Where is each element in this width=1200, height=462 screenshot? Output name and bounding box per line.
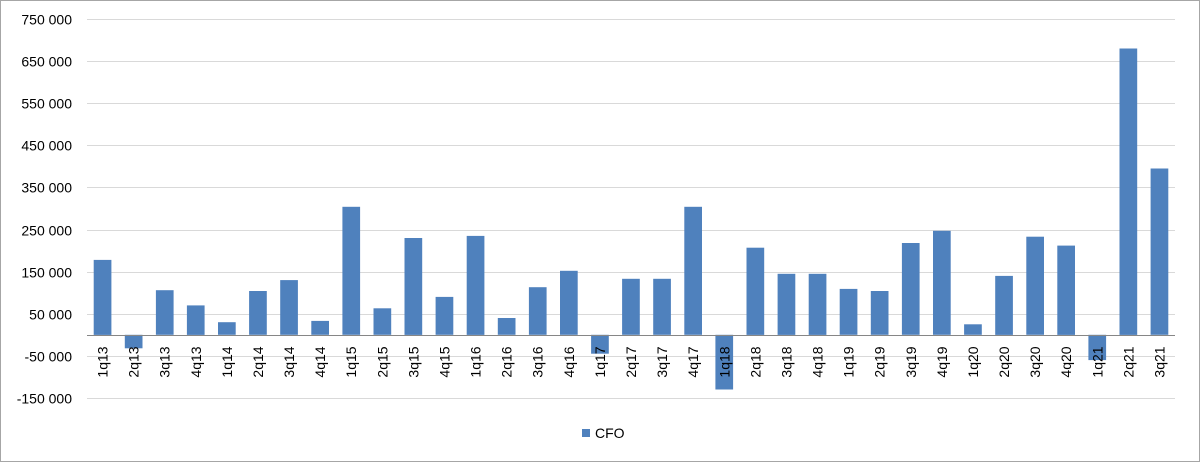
x-category-label: 1q16 [468, 346, 484, 377]
x-category-label: 3q19 [903, 346, 919, 377]
bar-3q20 [1026, 236, 1044, 335]
bars [93, 48, 1169, 390]
y-tick-label: -50 000 [25, 349, 73, 365]
x-category-label: 4q19 [934, 346, 950, 377]
x-category-label: 1q14 [219, 346, 235, 377]
x-category-label: 1q18 [716, 346, 732, 377]
x-category-label: 4q17 [685, 346, 701, 377]
x-axis-category-labels: 1q13 2q13 3q13 4q13 1q14 2q14 3q14 4q14 1q15 2q15… [95, 346, 1168, 377]
bar-1q17 [591, 334, 609, 354]
y-axis-tick-labels: -150 000 -50 000 50 000 150 000 250 000 350 0… [17, 12, 72, 407]
x-category-label: 2q13 [126, 346, 142, 377]
bar-4q20 [1057, 245, 1075, 335]
legend-swatch-cfo [582, 429, 590, 437]
y-tick-label: 450 000 [21, 138, 72, 154]
x-category-label: 3q17 [654, 346, 670, 377]
x-category-label: 3q15 [405, 346, 421, 377]
x-category-label: 2q18 [747, 346, 763, 377]
x-category-label: 1q13 [95, 346, 111, 377]
x-category-label: 1q21 [1089, 346, 1105, 377]
bar-2q16 [497, 318, 516, 335]
bar-2q20 [995, 275, 1013, 335]
y-tick-label: 50 000 [29, 307, 72, 323]
x-category-label: 4q20 [1058, 346, 1074, 377]
bar-4q17 [684, 206, 702, 335]
bar-4q15 [435, 296, 454, 335]
y-tick-label: -150 000 [17, 391, 72, 407]
bar-2q21 [1119, 48, 1138, 335]
bar-3q21 [1150, 168, 1169, 335]
x-category-label: 2q15 [374, 346, 390, 377]
legend: CFO [582, 425, 625, 441]
x-category-label: 3q21 [1152, 346, 1168, 377]
x-category-label: 2q21 [1120, 346, 1136, 377]
legend-label-cfo: CFO [595, 425, 625, 441]
x-category-label: 3q16 [530, 346, 546, 377]
x-category-label: 2q14 [250, 346, 266, 377]
x-category-label: 2q17 [623, 346, 639, 377]
bar-2q17 [622, 278, 640, 335]
y-tick-label: 750 000 [21, 12, 72, 28]
bar-1q18 [715, 334, 734, 390]
bar-4q18 [808, 273, 827, 335]
bar-3q14 [280, 280, 298, 335]
y-tick-label: 150 000 [21, 265, 72, 281]
bar-4q14 [311, 320, 329, 335]
bar-1q14 [218, 322, 236, 335]
bar-4q13 [186, 305, 205, 335]
x-category-label: 4q18 [810, 346, 826, 377]
bar-1q20 [964, 324, 982, 335]
x-category-label: 2q16 [499, 346, 515, 377]
x-category-label: 2q19 [872, 346, 888, 377]
bar-3q15 [404, 238, 423, 335]
bar-2q19 [870, 291, 889, 335]
x-category-label: 1q17 [592, 346, 608, 377]
bar-3q19 [901, 243, 920, 335]
x-category-label: 1q15 [343, 346, 359, 377]
x-category-label: 3q13 [157, 346, 173, 377]
x-category-label: 3q18 [778, 346, 794, 377]
gridlines [87, 19, 1175, 399]
bar-2q15 [373, 308, 392, 335]
bar-1q13 [93, 259, 112, 335]
bar-2q13 [124, 334, 143, 349]
x-category-label: 4q14 [312, 346, 328, 377]
y-tick-label: 350 000 [21, 180, 72, 196]
bar-1q16 [466, 235, 485, 335]
y-tick-label: 550 000 [21, 96, 72, 112]
x-category-label: 3q14 [281, 346, 297, 377]
bar-4q19 [933, 230, 951, 335]
x-category-label: 4q13 [188, 346, 204, 377]
x-category-label: 1q20 [965, 346, 981, 377]
x-category-label: 2q20 [996, 346, 1012, 377]
x-category-label: 4q15 [437, 346, 453, 377]
bar-3q18 [777, 273, 796, 335]
x-category-label: 1q19 [841, 346, 857, 377]
bar-3q16 [528, 287, 547, 335]
y-tick-label: 250 000 [21, 223, 72, 239]
bar-3q13 [155, 290, 174, 335]
bar-1q19 [839, 288, 858, 335]
bar-2q14 [249, 291, 267, 335]
y-tick-label: 650 000 [21, 54, 72, 70]
bar-4q16 [560, 270, 578, 335]
bar-3q17 [653, 278, 671, 335]
bar-1q15 [342, 206, 361, 335]
x-category-label: 3q20 [1027, 346, 1043, 377]
bar-2q18 [746, 247, 765, 335]
bar-1q21 [1088, 334, 1107, 361]
x-category-label: 4q16 [561, 346, 577, 377]
